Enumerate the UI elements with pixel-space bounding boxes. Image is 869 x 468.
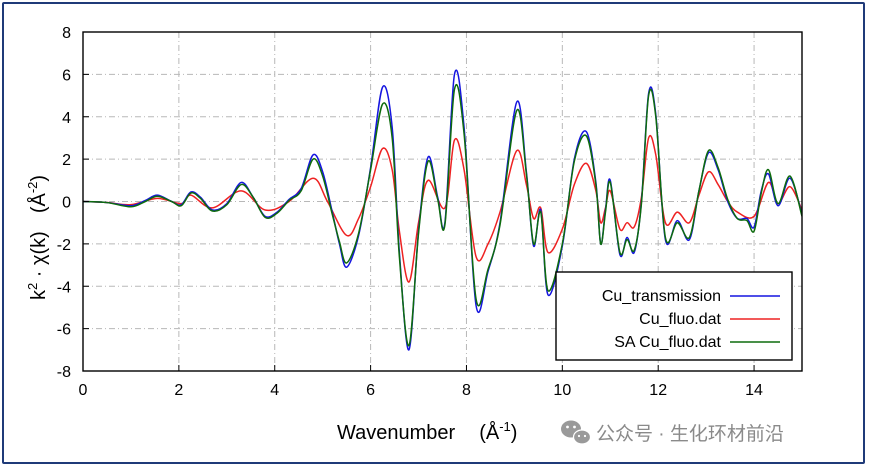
legend-label-1: Cu_fluo.dat: [639, 311, 721, 328]
x-tick-label: 14: [745, 382, 763, 399]
x-tick-label: 8: [462, 382, 471, 399]
x-axis-label: Wavenumber (Å-1): [337, 419, 517, 444]
legend: Cu_transmission Cu_fluo.dat SA Cu_fluo.d…: [555, 271, 793, 361]
y-tick-label: -6: [57, 322, 71, 339]
x-tick-label: 6: [366, 382, 375, 399]
y-tick-label: 4: [62, 110, 71, 127]
y-tick-label: 2: [62, 152, 71, 169]
y-tick-label: -8: [57, 364, 71, 381]
x-tick-label: 2: [174, 382, 183, 399]
x-tick-label: 10: [553, 382, 571, 399]
watermark: 公众号 · 生化环材前沿: [561, 420, 784, 445]
series-layer: [83, 69, 802, 351]
y-tick-label: 0: [62, 195, 71, 212]
legend-label-0: Cu_transmission: [602, 288, 721, 305]
watermark-text: 公众号 · 生化环材前沿: [596, 423, 784, 445]
y-tick-label: -4: [57, 279, 71, 296]
x-tick-label: 4: [270, 382, 279, 399]
x-tick-label: 12: [649, 382, 667, 399]
y-tick-label: -2: [57, 237, 71, 254]
series-line-2: [83, 83, 802, 347]
y-axis-label: k2 · χ(k)(Å-2): [25, 175, 50, 300]
wechat-icon: [561, 420, 592, 445]
legend-box: [555, 271, 793, 361]
x-tick-label: 0: [79, 382, 88, 399]
ticks: 0 2 4 6 8 10 12 14 8 6 4 2 0 -2 -4 -6 -8: [57, 25, 763, 399]
y-tick-label: 8: [62, 25, 71, 42]
y-tick-label: 6: [62, 67, 71, 84]
legend-label-2: SA Cu_fluo.dat: [614, 334, 721, 351]
